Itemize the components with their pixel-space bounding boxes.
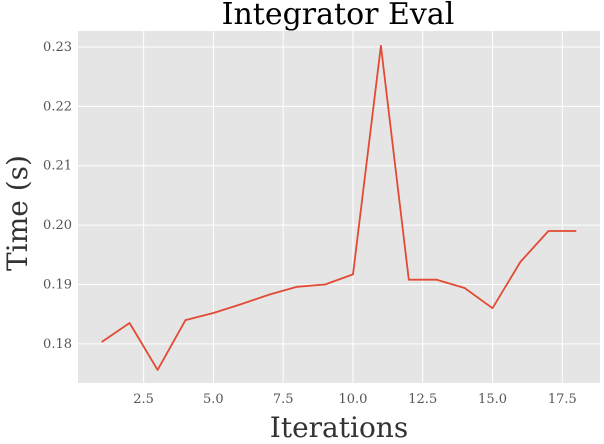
series-line	[101, 44, 577, 371]
x-tick-label: 12.5	[408, 392, 437, 407]
y-axis-label: Time (s)	[1, 155, 34, 271]
y-tick-label: 0.22	[43, 99, 72, 114]
y-tick-label: 0.23	[43, 40, 72, 55]
grid-lines	[78, 31, 600, 383]
tick-labels: 2.5 5.0 7.5 10.0 12.5 15.0 17.5 0.18 0.19 0.20 0.2…	[43, 40, 577, 407]
x-tick-label: 7.5	[273, 392, 294, 407]
x-tick-label: 15.0	[478, 392, 507, 407]
x-axis-label: Iterations	[270, 411, 408, 444]
y-tick-label: 0.18	[43, 337, 72, 352]
x-tick-label: 10.0	[338, 392, 367, 407]
x-tick-label: 5.0	[203, 392, 224, 407]
y-tick-label: 0.19	[43, 277, 72, 292]
x-tick-label: 17.5	[548, 392, 577, 407]
y-tick-label: 0.21	[43, 159, 72, 174]
y-tick-label: 0.20	[43, 218, 72, 233]
x-tick-label: 2.5	[133, 392, 154, 407]
plot-area	[78, 31, 600, 383]
chart-title: Integrator Eval	[222, 0, 455, 32]
